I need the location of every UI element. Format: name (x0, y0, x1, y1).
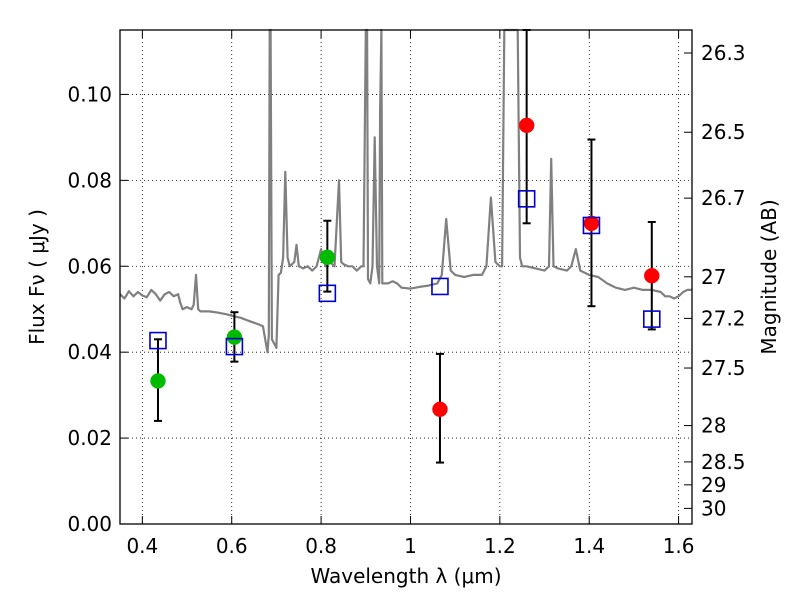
y-tick-label: 0.00 (67, 512, 112, 536)
magnitude-axis-label: Magnitude (AB) (757, 199, 781, 354)
x-tick-label: 1.6 (663, 534, 695, 558)
green-data-point (226, 329, 243, 345)
red-data-point (518, 117, 535, 134)
magnitude-tick-label: 30 (701, 496, 726, 520)
spectrum-layer (119, 28, 692, 354)
model-square-point (582, 216, 601, 235)
x-tick-label: 1 (404, 534, 417, 558)
model-square-point (318, 284, 337, 303)
grid-lines (120, 30, 692, 525)
errorbar-layer (153, 29, 656, 464)
magnitude-tick-label: 27.5 (701, 356, 746, 380)
model-square-point (225, 337, 244, 356)
spectrum-line (119, 28, 692, 354)
magnitude-tick-label: 26.7 (701, 186, 746, 210)
tick-marks (120, 30, 692, 525)
model-square-point (517, 190, 536, 208)
model-square-point (431, 277, 449, 296)
x-tick-label: 0.4 (126, 534, 158, 558)
x-tick-label: 1.2 (484, 534, 516, 558)
magnitude-tick-label: 28 (701, 414, 726, 438)
green-data-point (150, 373, 166, 389)
magnitude-tick-label: 29 (701, 473, 726, 497)
y-axis-label: Flux Fν ( μJy ) (25, 209, 49, 345)
model-square-point (642, 310, 661, 328)
plot-frame (119, 29, 693, 525)
y-tick-labels: 0.00 0.02 0.04 0.06 0.08 0.10 (67, 82, 112, 536)
red-data-point (432, 401, 448, 418)
y-tick-label: 0.08 (67, 168, 112, 192)
red-data-point (644, 267, 660, 284)
marker-layer (149, 117, 661, 418)
magnitude-tick-label: 26.3 (701, 41, 746, 65)
x-tick-labels: 0.4 0.6 0.8 1 1.2 1.4 1.6 (126, 534, 694, 558)
green-data-point (319, 249, 336, 265)
y-tick-label: 0.04 (67, 340, 112, 364)
x-axis-label: Wavelength λ (μm) (310, 564, 501, 588)
magnitude-tick-label: 26.5 (701, 120, 746, 144)
model-square-point (149, 331, 167, 350)
y-tick-label: 0.06 (67, 254, 112, 278)
magnitude-tick-label: 27 (701, 265, 726, 289)
x-tick-label: 0.8 (305, 534, 337, 558)
y-tick-label: 0.02 (67, 426, 112, 450)
x-tick-label: 0.6 (216, 534, 248, 558)
y-tick-label: 0.10 (67, 82, 112, 106)
magnitude-tick-label: 28.5 (701, 450, 746, 474)
x-tick-label: 1.4 (573, 534, 605, 558)
magnitude-tick-label: 27.2 (701, 306, 746, 330)
